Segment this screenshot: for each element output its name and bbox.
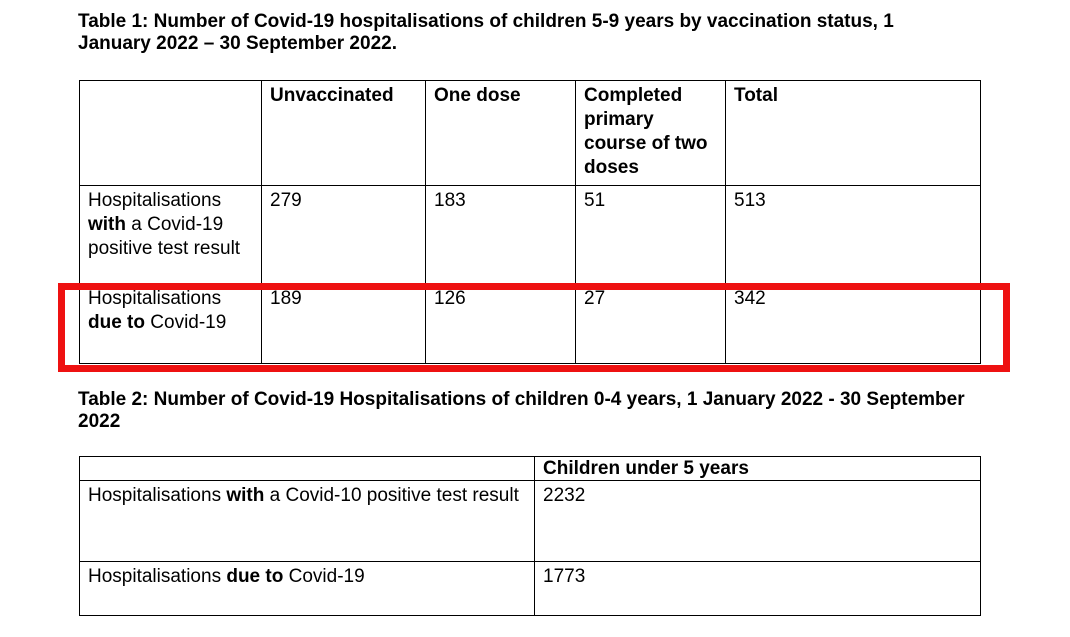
table1-header-row: Unvaccinated One dose Completed primary …: [79, 80, 981, 186]
table1-col-header-one-dose: One dose: [425, 80, 576, 186]
table2-col-header-children-under-5: Children under 5 years: [534, 456, 981, 481]
value-cell: 183: [425, 185, 576, 284]
table1-covid-hospitalisations-5-9: Unvaccinated One dose Completed primary …: [79, 80, 981, 364]
value-cell: 51: [575, 185, 726, 284]
row-label: Hospitalisations due to Covid-19: [79, 561, 535, 616]
table1-col-header-unvaccinated: Unvaccinated: [261, 80, 426, 186]
value-cell: 126: [425, 283, 576, 364]
table1-col-header-total: Total: [725, 80, 981, 186]
table1-col-header-two-doses: Completed primary course of two doses: [575, 80, 726, 186]
row-label: Hospitalisations with a Covid-10 positiv…: [79, 480, 535, 562]
table2-row-with-covid: Hospitalisations with a Covid-10 positiv…: [79, 480, 981, 562]
value-cell: 189: [261, 283, 426, 364]
table2-title: Table 2: Number of Covid-19 Hospitalisat…: [78, 389, 965, 432]
table1-row-due-to-covid: Hospitalisations due to Covid-19 189 126…: [79, 283, 981, 364]
value-cell: 27: [575, 283, 726, 364]
value-cell: 2232: [534, 480, 981, 562]
row-label: Hospitalisations with a Covid-19 positiv…: [79, 185, 262, 284]
table1-row-with-covid: Hospitalisations with a Covid-19 positiv…: [79, 185, 981, 284]
row-label: Hospitalisations due to Covid-19: [79, 283, 262, 364]
table1-col-header-blank: [79, 80, 262, 186]
value-cell: 513: [725, 185, 981, 284]
table2-row-due-to-covid: Hospitalisations due to Covid-19 1773: [79, 561, 981, 616]
value-cell: 279: [261, 185, 426, 284]
table2-covid-hospitalisations-0-4: Children under 5 years Hospitalisations …: [79, 456, 981, 616]
value-cell: 342: [725, 283, 981, 364]
table1-title: Table 1: Number of Covid-19 hospitalisat…: [78, 11, 894, 54]
table2-header-row: Children under 5 years: [79, 456, 981, 481]
table2-col-header-blank: [79, 456, 535, 481]
value-cell: 1773: [534, 561, 981, 616]
